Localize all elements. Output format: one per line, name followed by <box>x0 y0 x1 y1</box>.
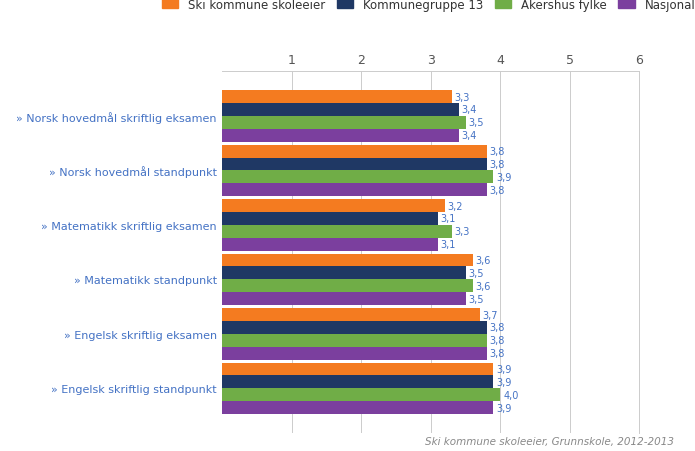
Bar <box>222 293 466 305</box>
Bar <box>222 376 493 388</box>
Bar <box>222 117 466 129</box>
Text: 3,2: 3,2 <box>448 201 463 211</box>
Text: 3,7: 3,7 <box>482 310 498 320</box>
Bar <box>222 226 452 238</box>
Text: 3,5: 3,5 <box>468 268 484 278</box>
Bar <box>222 104 459 117</box>
Legend: Ski kommune skoleeier, Kommunegruppe 13, Akershus fylke, Nasjonalt: Ski kommune skoleeier, Kommunegruppe 13,… <box>162 0 695 12</box>
Bar <box>222 145 486 158</box>
Bar <box>222 158 486 171</box>
Bar <box>222 171 493 184</box>
Text: 3,4: 3,4 <box>461 105 477 115</box>
Text: 3,9: 3,9 <box>496 364 512 374</box>
Bar <box>222 308 480 321</box>
Bar <box>222 238 438 251</box>
Bar <box>222 254 473 267</box>
Text: 3,9: 3,9 <box>496 377 512 387</box>
Text: 3,5: 3,5 <box>468 118 484 128</box>
Text: 3,8: 3,8 <box>489 348 505 359</box>
Bar <box>222 334 486 347</box>
Bar <box>222 280 473 293</box>
Text: 3,3: 3,3 <box>455 227 470 237</box>
Text: 3,8: 3,8 <box>489 185 505 195</box>
Bar <box>222 401 493 414</box>
Bar <box>222 347 486 360</box>
Bar <box>222 184 486 197</box>
Text: 3,9: 3,9 <box>496 403 512 413</box>
Bar <box>222 212 438 226</box>
Text: 3,8: 3,8 <box>489 323 505 333</box>
Text: 4,0: 4,0 <box>503 390 518 400</box>
Bar <box>222 388 500 401</box>
Text: 3,8: 3,8 <box>489 147 505 157</box>
Text: 3,8: 3,8 <box>489 336 505 345</box>
Text: 3,1: 3,1 <box>441 214 456 224</box>
Text: 3,3: 3,3 <box>455 92 470 102</box>
Bar <box>222 267 466 280</box>
Text: 3,1: 3,1 <box>441 239 456 250</box>
Bar <box>222 321 486 334</box>
Text: 3,4: 3,4 <box>461 131 477 141</box>
Bar <box>222 363 493 376</box>
Text: 3,5: 3,5 <box>468 294 484 304</box>
Bar <box>222 129 459 143</box>
Text: 3,6: 3,6 <box>475 255 491 266</box>
Text: 3,6: 3,6 <box>475 281 491 291</box>
Bar <box>222 200 445 212</box>
Text: 3,9: 3,9 <box>496 172 512 182</box>
Bar <box>222 91 452 104</box>
Text: Ski kommune skoleeier, Grunnskole, 2012-2013: Ski kommune skoleeier, Grunnskole, 2012-… <box>425 437 674 446</box>
Text: 3,8: 3,8 <box>489 160 505 170</box>
